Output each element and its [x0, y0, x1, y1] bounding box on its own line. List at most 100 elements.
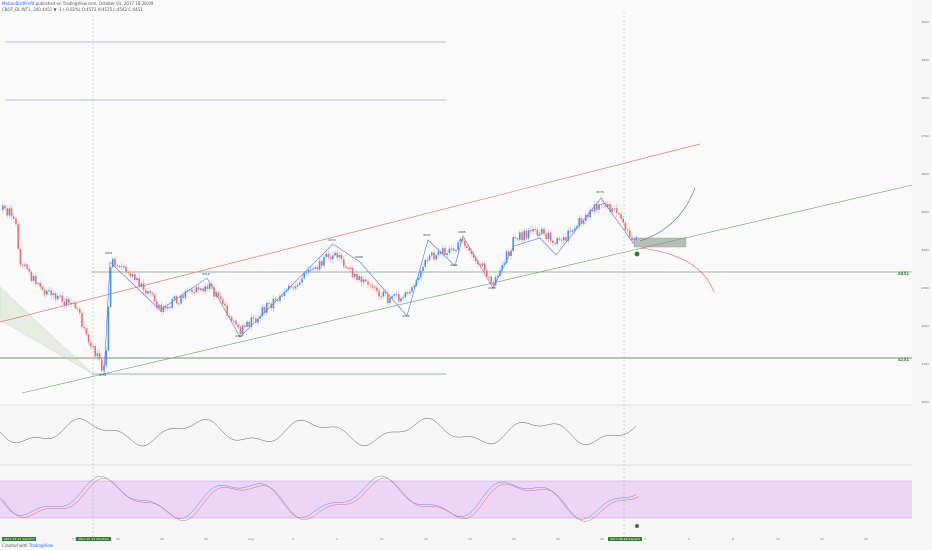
- candle-body: [497, 275, 499, 278]
- candle-body: [279, 295, 281, 302]
- author-name[interactable]: MotionBiz4Profit: [2, 1, 35, 6]
- y-tick-label: 4500: [921, 210, 929, 214]
- candle-body: [15, 218, 17, 225]
- candle-body: [288, 285, 290, 290]
- candle-body: [257, 318, 259, 323]
- candle-body: [263, 307, 266, 314]
- candle-body: [83, 326, 85, 329]
- x-tick-label: 13: [776, 537, 780, 541]
- candle-body: [28, 268, 30, 272]
- stoch-k-line: [0, 475, 637, 520]
- candle-body: [30, 271, 33, 281]
- pivot-label: 4576: [596, 190, 604, 194]
- y-tick-label: 4100: [921, 362, 929, 366]
- candle-body: [444, 248, 446, 255]
- candle-body: [332, 255, 334, 260]
- candle-body: [576, 226, 578, 229]
- channel-upper-line: [0, 143, 701, 323]
- candle-body: [468, 248, 470, 251]
- candle-body: [477, 261, 479, 265]
- candle-body: [156, 301, 158, 309]
- candle-body: [175, 296, 178, 304]
- candle-body: [365, 279, 367, 282]
- candle-body: [160, 304, 162, 313]
- candle-body: [519, 232, 521, 240]
- candle-body: [624, 222, 627, 230]
- candle-body: [252, 317, 255, 319]
- candle-body: [356, 273, 358, 280]
- y-tick-label: 4300: [921, 286, 929, 290]
- candle-body: [215, 292, 217, 297]
- candle-body: [547, 232, 550, 239]
- candle-body: [204, 286, 206, 292]
- signal-marker: [634, 251, 640, 257]
- candle-body: [98, 353, 101, 360]
- candle-body: [90, 342, 92, 347]
- candle-body: [340, 254, 343, 260]
- x-tick-label: 29: [600, 537, 604, 541]
- candle-body: [349, 267, 352, 269]
- candle-body: [299, 282, 301, 285]
- pivot-label: 4422: [450, 263, 458, 267]
- candle-body: [554, 242, 556, 244]
- candle-body: [305, 272, 308, 274]
- candle-body: [389, 297, 391, 303]
- candle-body: [343, 259, 345, 267]
- stoch-band: [0, 481, 912, 518]
- candle-body: [173, 296, 176, 300]
- symbol-line: CBOT_DL:WT1, 240 4451 ▼ -1 (-0.02%) O:45…: [2, 7, 143, 12]
- candle-body: [72, 302, 74, 304]
- candle-body: [585, 214, 587, 222]
- time-axis[interactable]: 2123252830Aug49111618232529358131520: [0, 537, 912, 543]
- pivot-label: 4485: [458, 230, 466, 234]
- pivot-label: 4451: [105, 251, 113, 255]
- candle-body: [543, 228, 545, 235]
- candle-body: [486, 270, 488, 277]
- candle-body: [620, 214, 622, 219]
- candle-body: [307, 269, 310, 273]
- candle-body: [48, 290, 50, 292]
- candle-body: [68, 298, 70, 304]
- pivot-label: 4151: [99, 373, 107, 377]
- candle-body: [501, 264, 503, 271]
- candle-body: [591, 209, 594, 212]
- candle-body: [448, 248, 451, 254]
- y-tick-label: 4800: [921, 96, 929, 100]
- candle-body: [285, 289, 288, 292]
- candle-body: [422, 266, 424, 272]
- candle-body: [490, 276, 492, 283]
- pivot-label: 4463: [235, 334, 243, 338]
- candle-body: [255, 318, 257, 323]
- level-label-upper: 4451: [898, 271, 910, 276]
- candle-body: [4, 205, 6, 209]
- candle-body: [325, 253, 327, 258]
- candle-body: [107, 306, 110, 351]
- candle-body: [79, 308, 81, 313]
- candle-body: [457, 242, 459, 250]
- candle-body: [523, 230, 525, 241]
- candle-body: [499, 270, 501, 276]
- candle-body: [532, 228, 534, 232]
- tradingview-logo[interactable]: TradingView: [28, 543, 54, 548]
- candle-body: [602, 203, 605, 205]
- candle-body: [411, 287, 413, 292]
- candle-body: [303, 273, 305, 279]
- candle-body: [296, 284, 299, 287]
- candle-body: [281, 295, 283, 297]
- candle-body: [127, 271, 129, 274]
- candle-body: [24, 264, 26, 266]
- candle-body: [76, 308, 79, 310]
- price-axis[interactable]: 5000 4900 4800 4700 4600 4500 4400 4300 4200 4100…: [912, 0, 932, 540]
- candle-body: [213, 286, 215, 297]
- candle-body: [6, 208, 8, 216]
- candle-body: [140, 283, 143, 287]
- candle-body: [235, 320, 237, 325]
- candle-body: [395, 294, 398, 296]
- candle-body: [105, 350, 107, 366]
- candle-body: [494, 277, 497, 286]
- x-date-label-right: 2017-09-28 Sep/Oct: [608, 537, 643, 541]
- candle-body: [453, 248, 455, 251]
- candle-body: [241, 325, 244, 334]
- candle-body: [85, 328, 88, 335]
